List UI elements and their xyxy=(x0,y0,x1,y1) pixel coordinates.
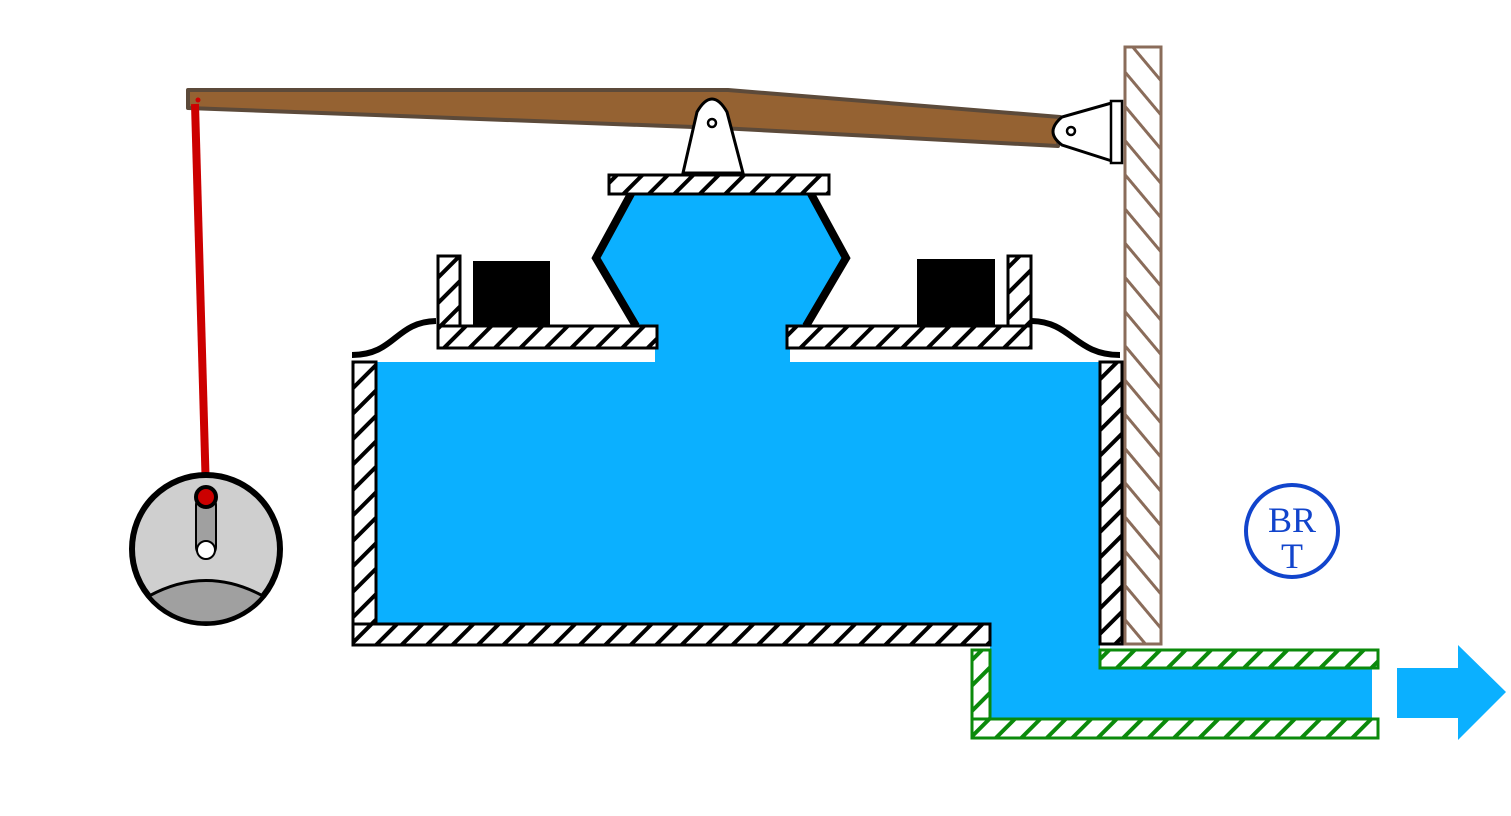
tank-bottom-wall xyxy=(351,622,992,647)
upright-left xyxy=(436,254,462,328)
upright-right xyxy=(1006,254,1033,328)
tank-right-wall xyxy=(1098,360,1124,646)
float-slot-hole xyxy=(196,540,216,560)
membrane-right xyxy=(1031,318,1121,358)
float xyxy=(129,472,283,626)
water-body xyxy=(376,362,1372,719)
pivot-pin xyxy=(706,117,718,129)
plate-right xyxy=(785,324,1033,350)
outlet-pipe-top xyxy=(1098,648,1380,670)
float-bottom xyxy=(146,579,266,625)
magnet-left xyxy=(473,261,550,326)
wall-hinge xyxy=(1051,100,1117,165)
wall xyxy=(1123,45,1163,646)
logo-bottom-text: T xyxy=(1281,536,1303,576)
flow-arrow xyxy=(1397,645,1506,740)
top-plate xyxy=(607,173,831,196)
outlet-pipe-bottom xyxy=(970,717,1380,740)
logo-top-text: BR xyxy=(1268,500,1316,540)
membrane-left xyxy=(351,318,437,358)
water-neck xyxy=(596,192,846,362)
lever-end-pin xyxy=(195,97,201,103)
lever-arm xyxy=(186,88,1062,148)
wall-hinge-plate xyxy=(1109,99,1124,165)
diaphragm-right xyxy=(802,190,851,329)
brt-logo: BR T xyxy=(1244,483,1340,579)
pivot-bracket xyxy=(681,97,745,175)
plate-left xyxy=(436,324,659,350)
magnet-right xyxy=(917,259,995,326)
float-rod xyxy=(191,103,210,494)
tank-left-wall xyxy=(351,360,378,626)
float-rod-joint xyxy=(194,485,218,509)
wall-hinge-pin xyxy=(1065,125,1077,137)
diaphragm-left xyxy=(591,190,640,329)
